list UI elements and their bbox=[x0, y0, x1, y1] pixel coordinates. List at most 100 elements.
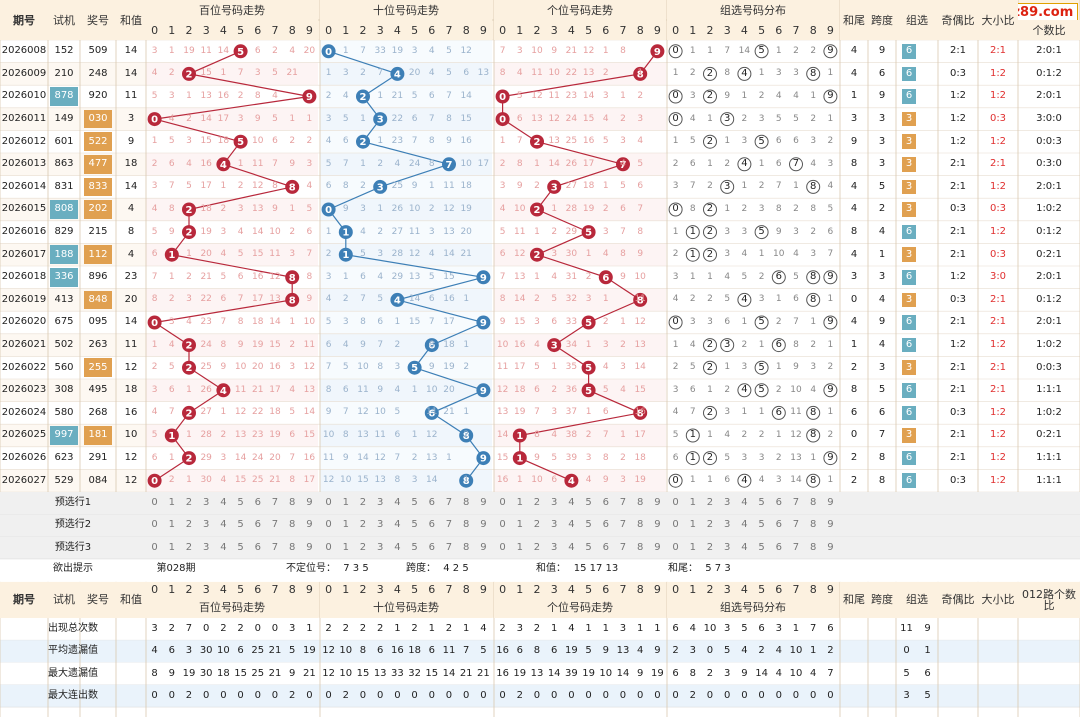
group-hit-ring bbox=[754, 315, 769, 330]
sum-cell: 12 bbox=[124, 452, 138, 464]
period-cell: 2026011 bbox=[1, 113, 47, 125]
header-digit: 6 bbox=[423, 20, 441, 40]
hundreds-ball-label: 5 bbox=[237, 137, 244, 148]
tens-miss: 17 bbox=[477, 158, 490, 169]
group-dist-cell: 3 bbox=[741, 452, 748, 463]
group-hit-ring bbox=[668, 89, 683, 104]
stats-value: 10 bbox=[339, 645, 353, 657]
units-miss: 8 bbox=[620, 45, 626, 56]
group-dist-cell: 2 bbox=[706, 339, 714, 351]
header-digit: 7 bbox=[787, 20, 805, 40]
footer-digit: 8 bbox=[804, 581, 822, 598]
tens-miss: 2 bbox=[377, 226, 384, 237]
predict-digit: 2 bbox=[706, 541, 714, 553]
group-dist-cell: 2 bbox=[672, 362, 679, 373]
stats-value: 16 bbox=[496, 645, 509, 657]
tens-miss: 4 bbox=[428, 45, 435, 56]
group-select-cell: 3 bbox=[902, 179, 916, 195]
units-miss: 8 bbox=[620, 249, 626, 260]
tens-miss: 11 bbox=[322, 452, 335, 463]
span-cell: 8 bbox=[878, 452, 886, 464]
hundreds-miss: 4 bbox=[272, 90, 278, 101]
tens-ball bbox=[476, 315, 491, 330]
group-dist-cell: 3 bbox=[689, 90, 696, 101]
units-miss: 3 bbox=[551, 407, 558, 418]
stats-value: 16 bbox=[391, 645, 404, 657]
period-cell: 2026025 bbox=[1, 429, 47, 441]
sum-tail-cell: 8 bbox=[850, 158, 858, 170]
predict-digit: 0 bbox=[151, 519, 158, 531]
predict-digit: 5 bbox=[585, 541, 592, 553]
group-dist-cell: 2 bbox=[827, 429, 834, 440]
header-digit: 6 bbox=[770, 20, 788, 40]
hundreds-miss: 27 bbox=[200, 407, 212, 418]
predict-digit: 5 bbox=[237, 519, 244, 531]
route-cell: 1:0:2 bbox=[1036, 339, 1062, 351]
trial-cell: 560 bbox=[54, 361, 74, 373]
predict-digit: 3 bbox=[724, 519, 731, 531]
group-select-cell: 6 bbox=[902, 66, 916, 82]
stats-value: 6 bbox=[377, 645, 384, 657]
units-miss: 1 bbox=[534, 226, 540, 237]
hundreds-miss: 5 bbox=[237, 249, 244, 260]
tens-miss: 5 bbox=[428, 271, 435, 282]
group-dist-cell: 3 bbox=[741, 136, 748, 147]
hundreds-ball bbox=[182, 225, 196, 240]
predict-digit: 8 bbox=[810, 541, 817, 553]
period-cell: 2026017 bbox=[1, 248, 47, 260]
header-period: 期号 bbox=[0, 0, 48, 40]
span-cell: 9 bbox=[878, 45, 886, 57]
footer-digit: 3 bbox=[718, 581, 736, 598]
group-dist-cell: 6 bbox=[793, 294, 799, 305]
predict-digit: 1 bbox=[516, 497, 523, 509]
units-miss: 10 bbox=[634, 271, 646, 282]
stats-value: 10 bbox=[789, 645, 803, 657]
header-digit: 1 bbox=[337, 20, 355, 40]
units-ball-label: 5 bbox=[585, 363, 592, 374]
stats-value: 15 bbox=[425, 667, 439, 679]
group-hit-ring bbox=[823, 270, 838, 285]
hundreds-miss: 13 bbox=[234, 429, 247, 440]
units-ball-label: 0 bbox=[499, 115, 506, 126]
footer-digit: 2 bbox=[701, 581, 719, 598]
tens-miss: 1 bbox=[411, 429, 418, 440]
header-digit: 2 bbox=[701, 20, 719, 40]
tens-miss: 33 bbox=[374, 45, 386, 56]
group-select-cell: 3 bbox=[902, 428, 916, 443]
tens-miss: 2 bbox=[463, 362, 470, 373]
predict-digit: 4 bbox=[741, 541, 748, 553]
span-cell: 2 bbox=[878, 203, 886, 215]
row-band bbox=[146, 40, 318, 63]
group-dist-cell: 1 bbox=[793, 181, 799, 192]
odd-even-cell: 2:1 bbox=[949, 45, 967, 57]
stats-value: 6 bbox=[237, 645, 244, 657]
big-small-cell: 1:2 bbox=[989, 339, 1007, 351]
group-hit-ring bbox=[823, 315, 838, 330]
hundreds-ball bbox=[216, 157, 231, 172]
header-digit: 1 bbox=[684, 20, 702, 40]
units-ball-label: 3 bbox=[551, 341, 558, 352]
hundreds-miss: 2 bbox=[289, 136, 296, 147]
trial-cell: 529 bbox=[54, 474, 74, 486]
group-dist-cell: 4 bbox=[724, 271, 731, 282]
trial-cell: 210 bbox=[54, 67, 74, 79]
stats-value: 1 bbox=[463, 623, 470, 635]
units-miss: 5 bbox=[516, 90, 523, 101]
hundreds-ball-label: 1 bbox=[168, 431, 175, 442]
tens-miss: 5 bbox=[377, 294, 384, 305]
group-dist-cell: 1 bbox=[741, 90, 748, 101]
tens-miss: 12 bbox=[408, 249, 421, 260]
hundreds-ball-label: 0 bbox=[151, 318, 158, 329]
hundreds-miss: 1 bbox=[289, 316, 296, 327]
predict-digit: 6 bbox=[775, 541, 782, 553]
prize-cell: 495 bbox=[88, 384, 108, 396]
units-miss: 7 bbox=[499, 45, 506, 56]
tens-ball-label: 8 bbox=[463, 431, 470, 442]
span-cell: 4 bbox=[878, 226, 886, 238]
hundreds-miss: 8 bbox=[220, 339, 227, 350]
hundreds-miss: 8 bbox=[306, 271, 313, 282]
units-miss: 14 bbox=[634, 362, 646, 373]
period-cell: 2026024 bbox=[1, 406, 47, 418]
hundreds-miss: 4 bbox=[306, 181, 313, 192]
footer-digit: 3 bbox=[545, 581, 563, 598]
